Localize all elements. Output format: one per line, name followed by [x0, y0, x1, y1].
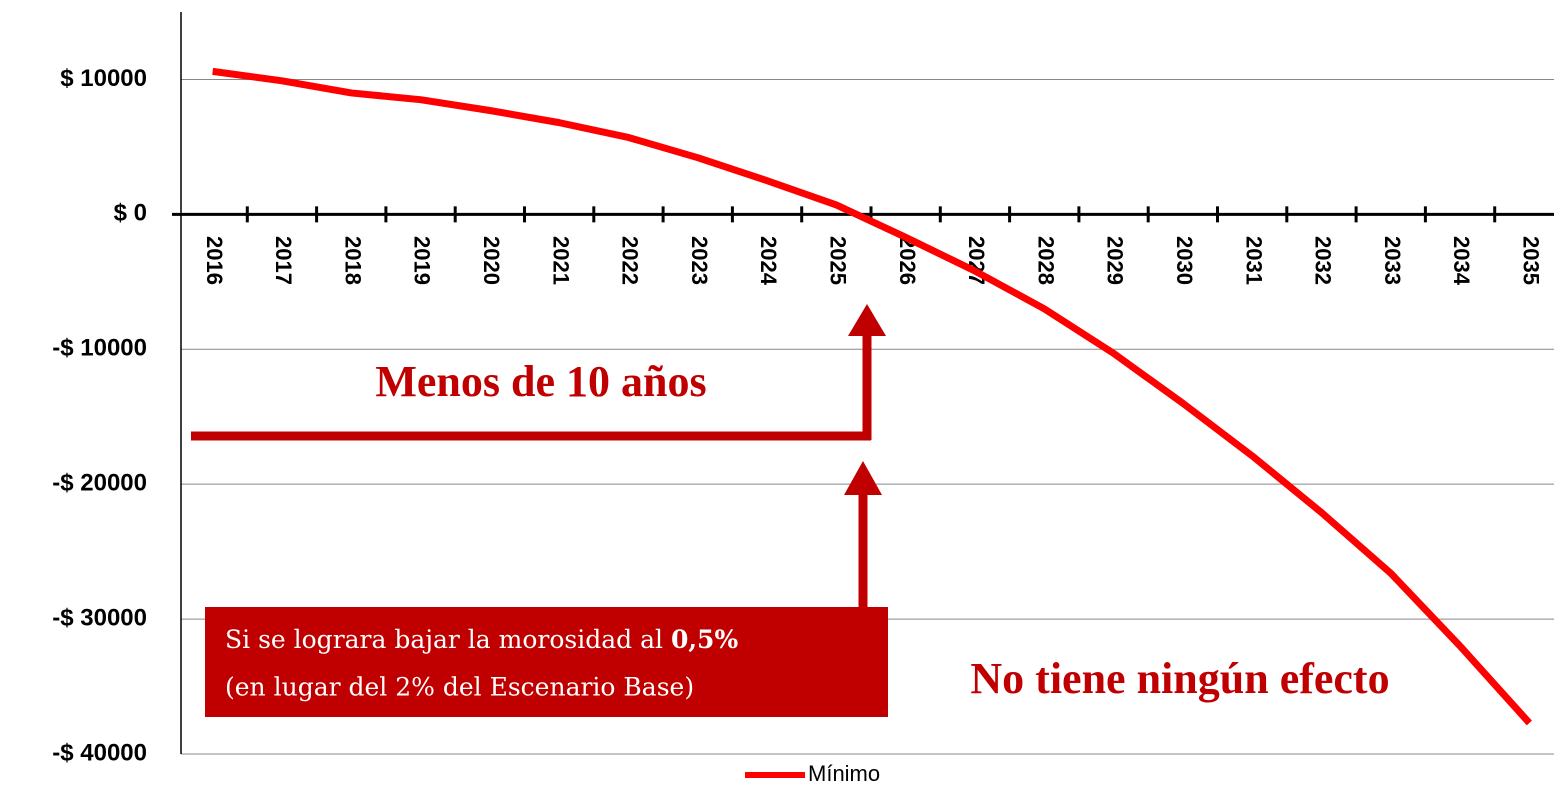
- y-tick-label: $ 10000: [60, 65, 147, 92]
- x-tick-label: 2017: [271, 236, 296, 285]
- x-tick-label: 2029: [1103, 236, 1128, 285]
- x-tick-label: 2028: [1033, 236, 1058, 285]
- y-tick-label: -$ 40000: [52, 739, 147, 766]
- x-tick-label: 2034: [1449, 236, 1474, 286]
- y-tick-label: $ 0: [114, 200, 147, 227]
- x-tick-label: 2021: [548, 236, 573, 285]
- arrow-head: [844, 461, 882, 495]
- conclusion: No tiene ningún efecto: [970, 654, 1389, 703]
- y-tick-label: -$ 10000: [52, 335, 147, 362]
- x-tick-label: 2032: [1311, 236, 1336, 285]
- x-tick-label: 2020: [479, 236, 504, 285]
- x-tick-label: 2016: [202, 236, 227, 285]
- headline: Menos de 10 años: [375, 357, 706, 406]
- x-tick-label: 2023: [687, 236, 712, 285]
- y-tick-label: -$ 20000: [52, 470, 147, 497]
- x-tick-label: 2024: [756, 236, 781, 286]
- line: [212, 67, 1532, 726]
- note-box: [205, 607, 888, 717]
- x-tick-label: 2019: [410, 236, 435, 285]
- arrows: [191, 304, 886, 607]
- note-line: Si se lograra bajar la morosidad al: [225, 625, 671, 654]
- legend-label: Mínimo: [808, 761, 880, 786]
- arrow-head: [848, 304, 886, 336]
- note-text: Si se lograra bajar la morosidad al 0,5%: [225, 625, 738, 654]
- x-tick-label: 2022: [618, 236, 643, 285]
- x-tick-label: 2035: [1519, 236, 1544, 285]
- x-tick-label: 2030: [1172, 236, 1197, 285]
- y-tick-label: -$ 30000: [52, 604, 147, 631]
- x-tick-label: 2033: [1380, 236, 1405, 285]
- note-line: (en lugar del 2% del Escenario Base): [225, 673, 694, 702]
- x-tick-label: 2031: [1241, 236, 1266, 285]
- note-bold: 0,5%: [671, 625, 738, 654]
- x-tick-label: 2018: [340, 236, 365, 285]
- x-tick-label: 2025: [826, 236, 851, 285]
